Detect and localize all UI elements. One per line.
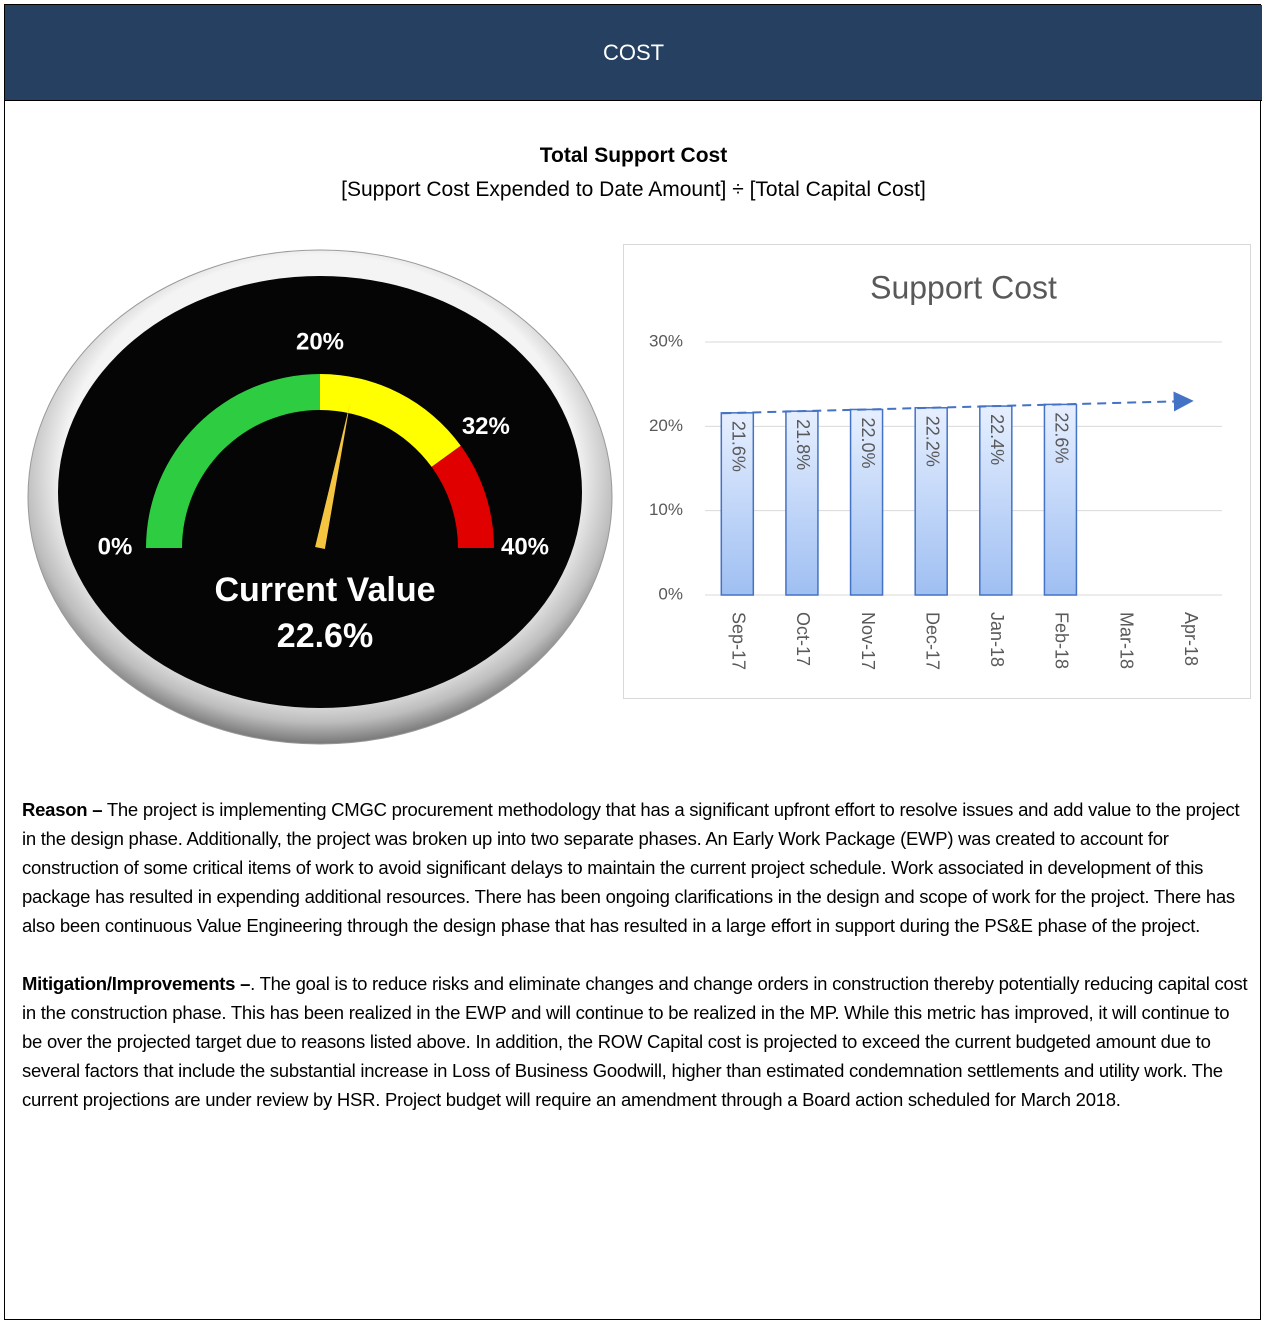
y-tick-label: 0% bbox=[658, 584, 683, 603]
x-tick-label: Jan-18 bbox=[987, 612, 1007, 667]
y-tick-label: 20% bbox=[649, 416, 683, 435]
mitigation-label: Mitigation/Improvements – bbox=[22, 973, 250, 994]
x-tick-label: Dec-17 bbox=[922, 612, 942, 670]
x-tick-label: Mar-18 bbox=[1116, 612, 1136, 669]
gauge-value: 22.6% bbox=[277, 617, 373, 655]
reason-label: Reason – bbox=[22, 799, 102, 820]
bar-value-label: 21.8% bbox=[793, 419, 813, 470]
chart-title: Support Cost bbox=[870, 269, 1057, 305]
body: Reason – The project is implementing CMG… bbox=[22, 795, 1250, 1143]
y-tick-label: 30% bbox=[649, 331, 683, 350]
x-tick-label: Feb-18 bbox=[1052, 612, 1072, 669]
x-tick-label: Sep-17 bbox=[729, 612, 749, 670]
page: COST Total Support Cost [Support Cost Ex… bbox=[0, 0, 1267, 1326]
x-tick-label: Oct-17 bbox=[793, 612, 813, 666]
x-tick-label: Nov-17 bbox=[858, 612, 878, 670]
x-tick-label: Apr-18 bbox=[1181, 612, 1201, 666]
gauge-tick-label: 32% bbox=[462, 413, 510, 440]
gauge-tick-label: 40% bbox=[501, 533, 549, 560]
gauge-tick-label: 0% bbox=[98, 533, 133, 560]
gauge-tick-label: 20% bbox=[296, 328, 344, 355]
mitigation: Mitigation/Improvements –. The goal is t… bbox=[22, 969, 1250, 1114]
charts: 0% 20% 32% 40% Current Value 22.6% Support Cos… bbox=[0, 0, 1267, 770]
bar-value-label: 22.0% bbox=[858, 417, 878, 468]
reason-text: The project is implementing CMGC procure… bbox=[22, 799, 1239, 936]
y-tick-label: 10% bbox=[649, 500, 683, 519]
reason: Reason – The project is implementing CMG… bbox=[22, 795, 1250, 940]
bar-value-label: 22.6% bbox=[1052, 412, 1072, 463]
bar-value-label: 21.6% bbox=[729, 421, 749, 472]
gauge-caption: Current Value bbox=[214, 571, 435, 609]
bar-value-label: 22.4% bbox=[987, 414, 1007, 465]
bar-value-label: 22.2% bbox=[922, 416, 942, 467]
